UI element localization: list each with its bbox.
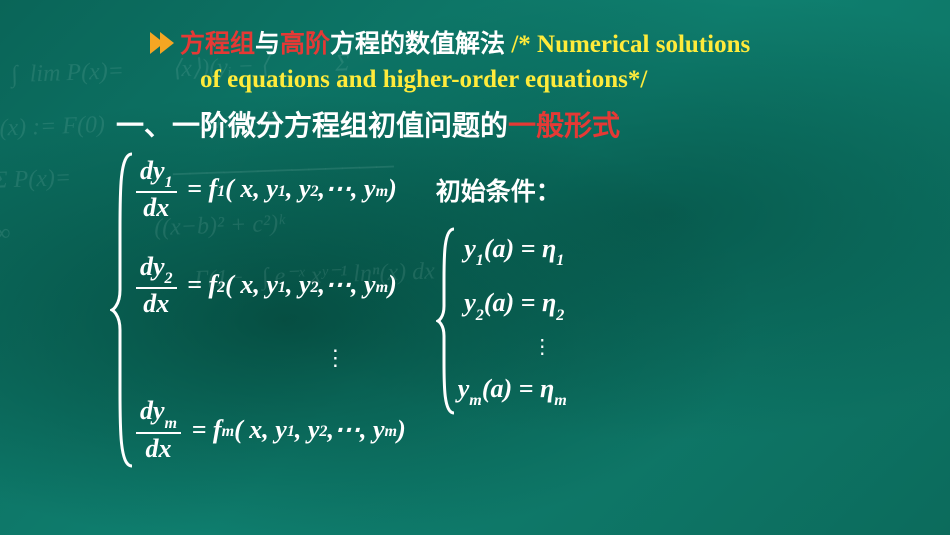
dy-sub: 2 — [165, 270, 173, 287]
arg-dots: ,⋯, y — [327, 417, 384, 443]
ic-arg: a — [493, 234, 506, 263]
equation-line-m: dymdx = fm( x, y1, y2,⋯, ym) — [136, 398, 406, 461]
section-prefix: 一、一阶微分方程组初值问题的 — [116, 111, 508, 142]
y1-sub: 1 — [278, 184, 286, 200]
args-close: ) — [388, 272, 397, 298]
ic-arg: a — [490, 374, 503, 403]
args-open: ( x, y — [225, 176, 278, 202]
content-row: dy1dx = f1( x, y1, y2,⋯, ym) dy2dx = f2(… — [110, 150, 890, 470]
ym-sub: m — [385, 424, 398, 440]
initial-conditions-label: 初始条件： — [436, 172, 567, 208]
ic-y-sub: 1 — [476, 252, 484, 269]
f-sub: m — [222, 424, 235, 440]
title-part1: 方程组 — [180, 31, 255, 58]
y2-sub: 2 — [319, 424, 327, 440]
eta-sub: m — [554, 392, 567, 409]
ic-y-sub: 2 — [476, 307, 484, 324]
args-open: ( x, y — [234, 417, 287, 443]
equation-vdots: ⋮ — [266, 352, 406, 364]
equation-lines: dy1dx = f1( x, y1, y2,⋯, ym) dy2dx = f2(… — [136, 150, 406, 470]
arg-sep: , y — [295, 417, 320, 443]
title-part3: 高阶 — [280, 31, 330, 58]
ic-line-2: y2(a) = η2 — [458, 286, 567, 324]
f-text: f — [208, 272, 217, 298]
eta-sub: 1 — [556, 252, 564, 269]
arg-sep: , y — [286, 272, 311, 298]
eta-char: η — [540, 374, 554, 403]
ic-line-m: ym(a) = ηm — [458, 372, 567, 410]
arg-sep: , y — [286, 176, 311, 202]
eta-sub: 2 — [556, 307, 564, 324]
equation-line-1: dy1dx = f1( x, y1, y2,⋯, ym) — [136, 158, 406, 221]
ic-vdots: ⋮ — [518, 342, 567, 353]
title-part2: 与 — [255, 31, 280, 58]
chevron-icon — [150, 32, 170, 54]
f-sub: 2 — [217, 280, 225, 296]
arg-dots: ,⋯, y — [319, 176, 376, 202]
args-close: ) — [397, 417, 406, 443]
section-highlight: 一般形式 — [508, 111, 620, 142]
slide-content: 方程组与高阶方程的数值解法 /* Numerical solutions of … — [0, 0, 950, 490]
args-close: ) — [388, 176, 397, 202]
dx-text: dx — [142, 434, 176, 462]
equation-system: dy1dx = f1( x, y1, y2,⋯, ym) dy2dx = f2(… — [110, 150, 406, 470]
equation-line-2: dy2dx = f2( x, y1, y2,⋯, ym) — [136, 254, 406, 317]
eta-char: η — [542, 288, 556, 317]
y1-sub: 1 — [287, 424, 295, 440]
f-text: f — [208, 176, 217, 202]
ic-y-sub: m — [469, 392, 482, 409]
y1-sub: 1 — [278, 280, 286, 296]
arg-dots: ,⋯, y — [319, 272, 376, 298]
dx-text: dx — [139, 193, 173, 221]
dy-sub: 1 — [165, 174, 173, 191]
ic-lines: y1(a) = η1 y2(a) = η2 ⋮ ym(a) = ηm — [458, 226, 567, 416]
dy-text: dy — [140, 252, 165, 281]
ic-arg: a — [493, 288, 506, 317]
args-open: ( x, y — [225, 272, 278, 298]
dy-sub: m — [165, 415, 178, 432]
f-sub: 1 — [217, 184, 225, 200]
title-part4: 方程的数值解法 — [330, 31, 505, 58]
y2-sub: 2 — [310, 184, 318, 200]
ym-sub: m — [376, 184, 389, 200]
f-text: f — [213, 417, 222, 443]
title-row: 方程组与高阶方程的数值解法 /* Numerical solutions — [150, 28, 890, 62]
section-heading: 一、一阶微分方程组初值问题的一般形式 — [116, 104, 890, 144]
dy-text: dy — [140, 156, 165, 185]
title-comment2: of equations and higher-order equations*… — [200, 66, 890, 94]
dy-text: dy — [140, 396, 165, 425]
left-brace-icon — [110, 150, 136, 470]
left-brace-icon — [436, 226, 458, 416]
title-comment1: /* Numerical solutions — [505, 31, 750, 58]
initial-conditions-system: y1(a) = η1 y2(a) = η2 ⋮ ym(a) = ηm — [436, 226, 567, 416]
dx-text: dx — [139, 289, 173, 317]
ym-sub: m — [376, 280, 389, 296]
eta-char: η — [542, 234, 556, 263]
slide-title: 方程组与高阶方程的数值解法 /* Numerical solutions — [180, 28, 750, 62]
ic-line-1: y1(a) = η1 — [458, 232, 567, 270]
initial-conditions-column: 初始条件： y1(a) = η1 y2(a) = η2 ⋮ — [436, 150, 567, 416]
y2-sub: 2 — [310, 280, 318, 296]
